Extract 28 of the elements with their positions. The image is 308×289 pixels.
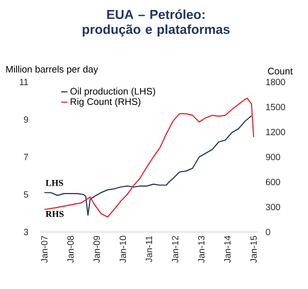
y-tick-label: 9 — [24, 116, 28, 123]
y-tick-label: 3 — [24, 228, 28, 236]
y2-tick-label: 600 — [266, 178, 280, 186]
x-tick-label: Jan-14 — [224, 236, 231, 263]
x-tick-label: Jan-10 — [120, 236, 126, 263]
y2-tick-label: 1800 — [266, 78, 286, 86]
y-tick-label: 5 — [24, 191, 28, 198]
y2-tick-label: 300 — [266, 204, 280, 210]
y2-axis-title: Count — [268, 68, 293, 74]
legend-label: Oil production (LHS) — [70, 88, 156, 97]
y2-tick-label: 1500 — [266, 104, 286, 110]
y2-tick-label: 0 — [266, 228, 270, 236]
x-tick-label: Jan-13 — [198, 236, 204, 263]
annotation: RHS — [46, 210, 64, 218]
annotation: LHS — [46, 180, 64, 186]
x-tick-label: Jan-15 — [250, 236, 257, 263]
x-tick-label: Jan-08 — [67, 236, 74, 263]
legend-label: Rig Count (RHS) — [70, 98, 140, 107]
x-tick-label: Jan-12 — [172, 236, 178, 263]
x-tick-label: Jan-07 — [41, 236, 48, 263]
y-tick-label: 11 — [20, 78, 28, 86]
y-tick-label: 7 — [24, 154, 28, 160]
x-tick-label: Jan-09 — [94, 236, 100, 263]
y-axis-title: Million barrels per day — [6, 66, 98, 74]
x-tick-label: Jan-11 — [146, 236, 152, 262]
chart-title: EUA – Petróleo: produção e plataformas — [82, 9, 230, 37]
y2-tick-label: 1200 — [266, 128, 286, 136]
y2-tick-label: 900 — [266, 154, 280, 160]
